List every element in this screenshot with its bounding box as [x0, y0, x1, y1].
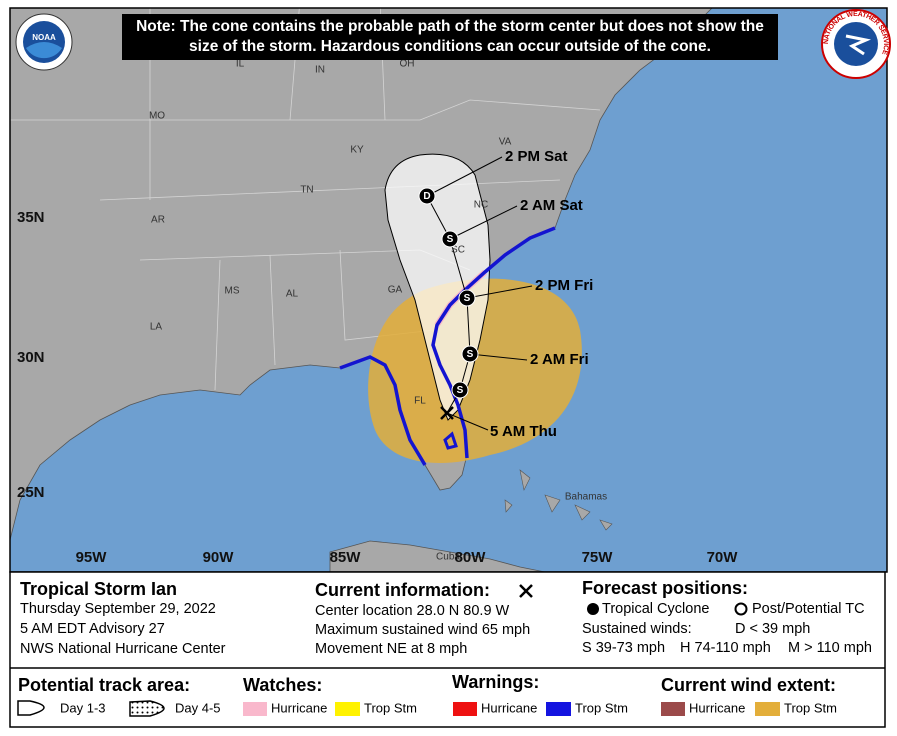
forecast-label: 2 AM Sat [520, 197, 583, 214]
land [10, 8, 713, 543]
forecast-point [451, 381, 469, 399]
watches-heading: Watches: [243, 675, 322, 695]
track-area-item: Day 4-5 [175, 700, 221, 715]
forecast-symbol: S [464, 293, 471, 304]
state-label: IN [315, 65, 325, 76]
ts-warning-swatch [546, 702, 571, 716]
latitude-label: 30N [17, 349, 45, 366]
watch-item: Hurricane [271, 700, 327, 715]
state-label: LA [150, 322, 163, 333]
current-line: Center location 28.0 N 80.9 W [315, 603, 510, 619]
wind-extent-heading: Current wind extent: [661, 675, 836, 695]
forecast-heading: Forecast positions: [582, 578, 748, 598]
track-area-heading: Potential track area: [18, 675, 190, 695]
storm-center: NWS National Hurricane Center [20, 641, 226, 657]
hurricane-extent-swatch [661, 702, 685, 716]
forecast-symbol: S [467, 349, 474, 360]
wind-class: D < 39 mph [735, 621, 810, 637]
state-label: SC [451, 245, 465, 256]
nws-logo: NATIONAL WEATHER SERVICE [821, 9, 891, 79]
warning-item: Hurricane [481, 700, 537, 715]
ptc-icon [734, 602, 748, 616]
latitude-label: 35N [17, 209, 45, 226]
current-x-icon [519, 584, 533, 598]
noaa-logo: NOAA [15, 13, 73, 71]
day13-icon [17, 700, 45, 716]
ts-watch-swatch [335, 702, 360, 716]
wind-class: M > 110 mph [788, 640, 872, 656]
state-label: TN [300, 185, 313, 196]
forecast-legend: Tropical Cyclone [602, 601, 709, 617]
forecast-label: 2 AM Fri [530, 351, 589, 368]
forecast-legend: Post/Potential TC [752, 601, 865, 617]
bahamas-islands [504, 469, 613, 531]
forecast-symbol: S [447, 234, 454, 245]
current-heading: Current information: [315, 580, 490, 600]
map [10, 8, 887, 572]
wind-class: S 39-73 mph [582, 640, 665, 656]
position-label: 5 AM Thu [490, 423, 557, 440]
trop-stm-warning [443, 431, 458, 450]
storm-date: Thursday September 29, 2022 [20, 601, 216, 617]
state-label: FL [414, 396, 426, 407]
cone-note: Note: The cone contains the probable pat… [122, 14, 778, 60]
cuba [329, 540, 546, 572]
hurricane-warning-swatch [453, 702, 477, 716]
current-line: Maximum sustained wind 65 mph [315, 622, 530, 638]
forecast-label: 2 PM Fri [535, 277, 593, 294]
forecast-point [441, 230, 459, 248]
map-labels: IL IN OH MO KY VA TN NC AR SC MS AL GA LA FL 35N 30N 25N B… [17, 59, 738, 566]
forecast-symbol: D [423, 191, 430, 202]
state-label: NC [474, 200, 488, 211]
place-label: Cuba [436, 552, 460, 563]
longitude-label: 70W [707, 549, 739, 566]
leader-line [466, 285, 533, 299]
wind-extent-item: Hurricane [689, 700, 745, 715]
track-area-item: Day 1-3 [60, 700, 106, 715]
state-label: MS [225, 286, 240, 297]
storm-advisory: 5 AM EDT Advisory 27 [20, 621, 165, 637]
ts-extent-swatch [755, 702, 780, 716]
longitude-label: 80W [455, 549, 487, 566]
current-line: Movement NE at 8 mph [315, 641, 467, 657]
wind-class: H 74-110 mph [680, 640, 771, 656]
latitude-label: 25N [17, 484, 45, 501]
trop-stm-warning [339, 226, 556, 466]
storm-title: Tropical Storm Ian [20, 579, 177, 599]
noaa-text: NOAA [32, 33, 56, 42]
info-panel [9, 571, 886, 728]
state-label: OH [400, 59, 415, 70]
winds-heading: Sustained winds: [582, 621, 692, 637]
forecast-label: 2 PM Sat [505, 148, 568, 165]
forecast-point [461, 345, 479, 363]
longitude-label: 75W [582, 549, 614, 566]
place-label: Bahamas [565, 492, 607, 503]
day45-icon [129, 700, 165, 717]
state-label: VA [499, 137, 512, 148]
watch-item: Trop Stm [364, 700, 417, 715]
state-label: KY [350, 145, 364, 156]
state-label: AL [286, 289, 299, 300]
leader-line [449, 205, 518, 240]
warning-item: Trop Stm [575, 700, 628, 715]
forecast-point [418, 187, 436, 205]
state-label: AR [151, 215, 165, 226]
warnings-heading: Warnings: [452, 672, 539, 692]
tc-icon [587, 603, 599, 615]
leader-line [426, 156, 503, 197]
state-label: GA [388, 285, 403, 296]
longitude-label: 90W [203, 549, 235, 566]
forecast-point [458, 289, 476, 307]
state-label: MO [149, 111, 165, 122]
leader-line [469, 353, 528, 361]
wind-extent-item: Trop Stm [784, 700, 837, 715]
longitude-label: 95W [76, 549, 108, 566]
leader-line [446, 412, 489, 431]
longitude-label: 85W [330, 549, 362, 566]
forecast-symbol: S [457, 385, 464, 396]
hurricane-watch-swatch [243, 702, 267, 716]
state-label: IL [236, 59, 245, 70]
